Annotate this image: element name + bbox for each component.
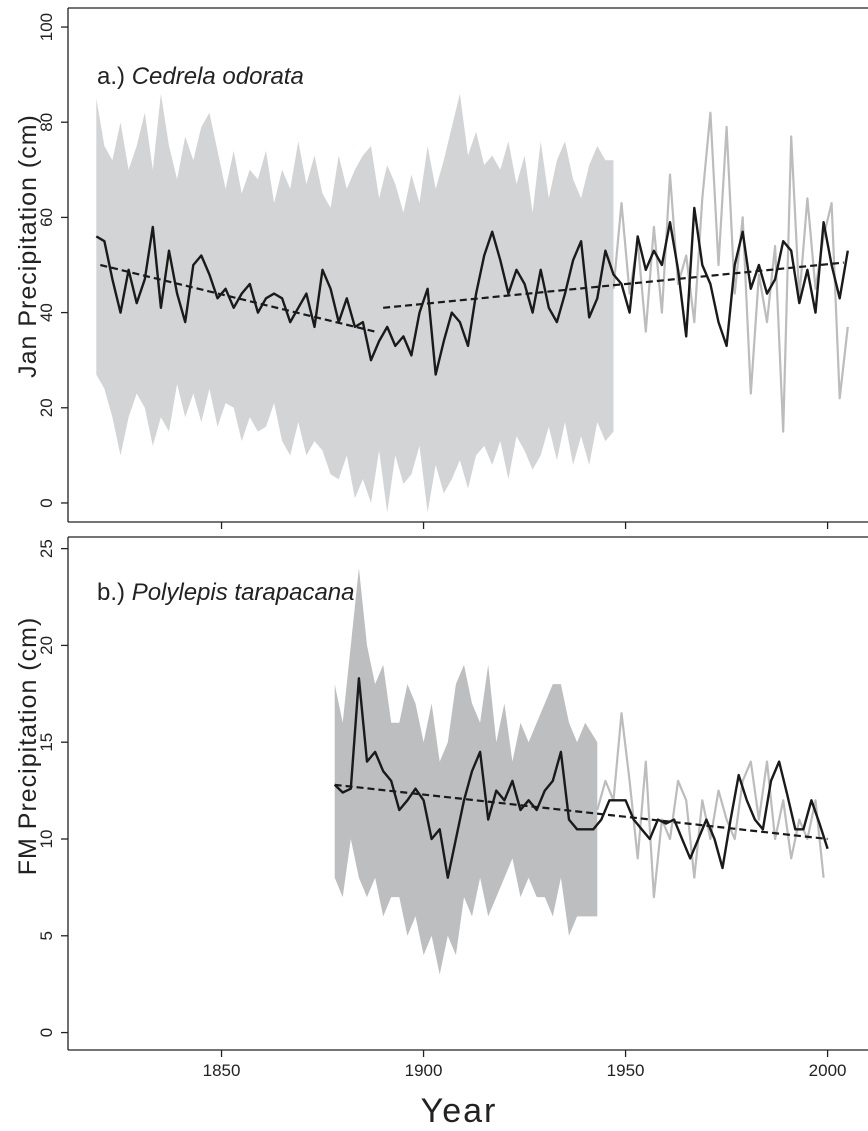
y-tick-label: 15 (37, 733, 56, 752)
trend-line-1 (100, 263, 376, 333)
y-tick-label: 20 (37, 636, 56, 655)
reconstruction-series-line (333, 677, 829, 879)
panel-letter: a.) (97, 63, 132, 90)
y-axis-title: Jan Precipitation (cm) (14, 114, 42, 378)
panel-b: 0 5 10 15 20 25 1850 1900 1950 2000 FM Precipitati… (14, 536, 868, 1080)
observed-series-line (612, 111, 849, 433)
y-tick-label: 80 (37, 113, 56, 132)
confidence-band (96, 93, 614, 513)
x-tick-label: 1850 (203, 1061, 241, 1080)
panel-label: b.) Polylepis tarapacana (97, 579, 355, 606)
panel-a: 0 20 40 60 80 100 Jan Precipitation (cm) a.) Ce… (14, 7, 868, 529)
x-tick-label: 2000 (809, 1061, 847, 1080)
x-tick-label: 1950 (607, 1061, 645, 1080)
panel-letter: b.) (97, 579, 132, 606)
plot-area (333, 568, 829, 975)
y-tick-label: 100 (37, 13, 56, 41)
trend-line-1 (334, 783, 828, 841)
y-tick-label: 25 (37, 539, 56, 558)
plot-area (95, 93, 849, 513)
y-tick-label: 0 (37, 1028, 56, 1037)
y-tick-label: 60 (37, 208, 56, 227)
x-axis-title: Year (421, 1092, 498, 1126)
observed-series-line (596, 712, 825, 899)
y-tick-label: 20 (37, 398, 56, 417)
y-tick-label: 0 (37, 498, 56, 507)
confidence-band (334, 568, 598, 975)
trend-line-2 (383, 261, 844, 309)
y-tick-label: 5 (37, 931, 56, 940)
species-name: Polylepis tarapacana (132, 579, 355, 606)
species-name: Cedrela odorata (132, 63, 304, 90)
y-tick-label: 10 (37, 830, 56, 849)
y-tick-label: 40 (37, 303, 56, 322)
x-tick-label: 1900 (405, 1061, 443, 1080)
panel-label: a.) Cedrela odorata (97, 63, 304, 90)
y-axis-title: FM Precipitation (cm) (14, 617, 42, 876)
